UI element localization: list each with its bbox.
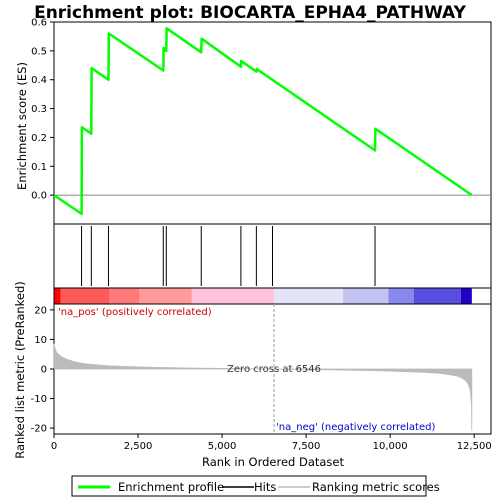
color-bar-segment: [139, 288, 192, 304]
positive-correlation-label: 'na_pos' (positively correlated): [58, 307, 212, 318]
color-bar-segment: [343, 288, 389, 304]
zero-cross-label: Zero cross at 6546: [227, 364, 321, 375]
x-axis-title: Rank in Ordered Dataset: [202, 455, 345, 469]
x-tick-label: 0: [51, 441, 57, 452]
es-y-tick-label: 0.0: [31, 191, 47, 202]
color-bar-segment: [413, 288, 461, 304]
es-y-tick-label: 0.6: [31, 18, 47, 29]
metric-y-axis-title: Ranked list metric (PreRanked): [13, 281, 27, 459]
color-bar-segment: [109, 288, 140, 304]
x-tick-label: 10,000: [373, 441, 408, 452]
color-bar-segment: [60, 288, 110, 304]
es-y-tick-label: 0.4: [31, 75, 47, 86]
legend: Enrichment profile Hits Ranking metric sco…: [71, 475, 440, 497]
color-bar-segment: [388, 288, 414, 304]
legend-label: Hits: [254, 480, 276, 494]
color-bar-segment: [460, 288, 472, 304]
x-tick-label: 2,500: [124, 441, 153, 452]
ranked-metric-panel: 20 10 0 -10 -20 'na_pos' (positively correlat…: [31, 303, 492, 452]
enrichment-score-panel: 0.0 0.1 0.2 0.3 0.4 0.5 0.6: [31, 18, 492, 225]
chart-title: Enrichment plot: BIOCARTA_EPHA4_PATHWAY: [34, 3, 467, 23]
metric-y-tick-label: -20: [31, 424, 47, 435]
metric-y-tick-label: 20: [34, 305, 47, 316]
color-bar-segment: [54, 288, 61, 304]
x-tick-label: 7,500: [292, 441, 321, 452]
es-y-tick-label: 0.1: [31, 162, 47, 173]
es-plot-frame: [53, 21, 492, 225]
legend-box: [71, 475, 427, 497]
es-y-tick-label: 0.3: [31, 104, 47, 115]
ranking-color-bar: [53, 287, 492, 305]
x-tick-label: 5,000: [208, 441, 237, 452]
x-tick-label: 12,500: [457, 441, 492, 452]
color-bar-segment: [191, 288, 275, 304]
es-y-tick-label: 0.2: [31, 133, 47, 144]
es-y-tick-label: 0.5: [31, 46, 47, 57]
legend-label: Ranking metric scores: [312, 480, 440, 494]
metric-y-tick-label: 10: [34, 335, 47, 346]
color-bar-segment: [274, 288, 344, 304]
metric-y-tick-label: -10: [31, 394, 47, 405]
metric-y-tick-label: 0: [41, 365, 47, 376]
es-y-axis-title: Enrichment score (ES): [15, 62, 29, 190]
negative-correlation-label: 'na_neg' (negatively correlated): [276, 422, 435, 433]
ranking-metric-area: [53, 343, 473, 432]
legend-label: Enrichment profile: [118, 480, 224, 494]
hits-panel: [53, 223, 492, 289]
enrichment-profile-line: [53, 27, 473, 216]
